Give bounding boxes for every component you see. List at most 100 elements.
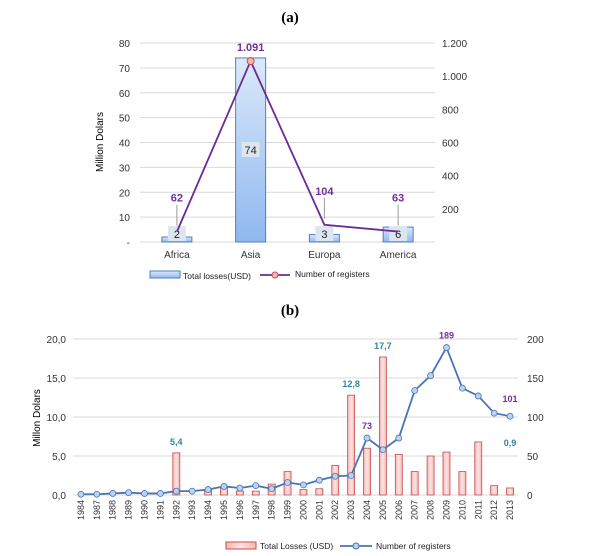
line-point — [458, 384, 466, 392]
x-tick-label: 1988 — [108, 500, 118, 520]
line-data-label: 1.091 — [237, 42, 265, 54]
line-point — [109, 490, 117, 497]
line-point — [427, 372, 434, 380]
line-point — [284, 479, 291, 486]
y-tick-label: 5,0 — [52, 452, 66, 463]
legend-swatch-bar — [225, 541, 257, 550]
bar-total-losses — [458, 471, 467, 496]
x-tick-label: Europa — [308, 250, 341, 261]
line-point — [506, 412, 514, 420]
x-tick-label: 1992 — [171, 500, 181, 520]
y-tick-label: 0,0 — [52, 491, 66, 502]
bar-total-losses — [251, 490, 260, 496]
legend-label-bar: Total losses(USD) — [183, 271, 251, 281]
y2-tick-label: 100 — [527, 413, 544, 424]
bar-total-losses — [394, 454, 403, 496]
bar-data-label: 74 — [245, 145, 257, 157]
bar-total-losses — [299, 489, 308, 496]
bar-data-label: 17,7 — [374, 341, 392, 351]
line-point — [300, 481, 307, 489]
line-point — [188, 487, 196, 495]
bar-total-losses — [347, 394, 356, 496]
legend-marker — [271, 271, 279, 279]
y-tick-label: 10,0 — [47, 413, 67, 424]
x-tick-label: 2007 — [410, 500, 420, 520]
x-tick-label: 2004 — [362, 500, 372, 520]
y-tick-label: 20,0 — [47, 335, 67, 346]
line-point — [125, 489, 133, 497]
bar-total-losses — [315, 488, 324, 496]
bar-data-label: 12,8 — [342, 379, 360, 389]
line-point — [363, 434, 371, 442]
x-tick-label: 1998 — [267, 500, 277, 520]
y-tick-label: 80 — [119, 39, 131, 50]
line-data-label: 189 — [439, 331, 454, 341]
chart-b-ylabel: Millon Dolars — [32, 389, 43, 447]
bar-data-label: 0,9 — [504, 438, 517, 448]
chart-a-ylabel: Million Dolars — [95, 112, 106, 172]
y2-tick-label: 1.200 — [442, 39, 467, 50]
line-data-label: 62 — [171, 193, 183, 205]
bar-total-losses — [474, 441, 483, 496]
bar-data-label: 6 — [395, 229, 401, 241]
x-tick-label: 1999 — [283, 500, 293, 520]
y-tick-label: 40 — [119, 139, 131, 150]
line-registers — [176, 58, 399, 233]
y2-tick-label: 50 — [527, 452, 539, 463]
bar-data-label-bg — [389, 226, 408, 241]
bar-total-losses — [235, 490, 244, 496]
line-registers — [80, 345, 511, 496]
bar-data-label: 2 — [174, 229, 180, 241]
y2-tick-label: 800 — [442, 105, 459, 116]
y2-tick-label: 600 — [442, 139, 459, 150]
y-tick-label: 20 — [119, 188, 131, 199]
bar-data-label: 5,4 — [170, 437, 183, 447]
line-point — [411, 387, 419, 394]
bar-total-losses — [442, 451, 451, 496]
x-tick-label: Africa — [164, 250, 190, 261]
y2-tick-label: 400 — [442, 172, 459, 183]
line-data-label: 73 — [362, 421, 372, 431]
x-tick-label: 1996 — [235, 500, 245, 520]
x-tick-label: 2009 — [441, 500, 451, 520]
y-tick-label: - — [127, 238, 130, 249]
y2-tick-label: 200 — [442, 205, 459, 216]
legend-label-bar: Total Losses (USD) — [260, 541, 333, 551]
y2-tick-label: 1.000 — [442, 72, 467, 83]
line-point — [252, 482, 260, 490]
panel-b-label: (b) — [281, 303, 299, 319]
x-tick-label: 2012 — [489, 500, 499, 520]
line-point — [204, 486, 212, 493]
legend-marker — [352, 542, 360, 550]
x-tick-label: 1997 — [251, 500, 261, 520]
panel-a-label: (a) — [281, 10, 299, 26]
x-tick-label: 1990 — [140, 500, 150, 520]
line-point — [246, 57, 255, 66]
x-tick-label: 1984 — [76, 500, 86, 520]
bar-total-losses — [172, 452, 181, 496]
x-tick-label: America — [380, 250, 417, 261]
line-point — [93, 490, 101, 498]
y-tick-label: 30 — [119, 163, 131, 174]
bar-data-label-bg — [315, 226, 334, 241]
line-point — [220, 483, 228, 490]
line-point — [141, 490, 148, 497]
bar-total-losses — [506, 487, 514, 496]
legend-label-line: Number of registers — [295, 269, 370, 279]
x-tick-label: 2005 — [378, 500, 388, 520]
legend-swatch-bar — [149, 270, 181, 279]
x-tick-label: 2003 — [346, 500, 356, 520]
bar-total-losses — [379, 356, 387, 496]
y2-tick-label: 0 — [527, 491, 533, 502]
line-point — [157, 490, 164, 497]
bar-total-losses — [490, 485, 499, 496]
bar-data-label-bg — [167, 226, 186, 241]
x-tick-label: 2008 — [426, 500, 436, 520]
x-tick-label: 2011 — [473, 500, 483, 519]
x-tick-label: 2010 — [457, 500, 467, 520]
x-tick-label: 1993 — [187, 500, 197, 520]
bar-total-losses — [331, 464, 340, 496]
x-tick-label: 1994 — [203, 500, 213, 520]
y2-tick-label: 150 — [527, 374, 544, 385]
y2-tick-label: 200 — [527, 335, 544, 346]
